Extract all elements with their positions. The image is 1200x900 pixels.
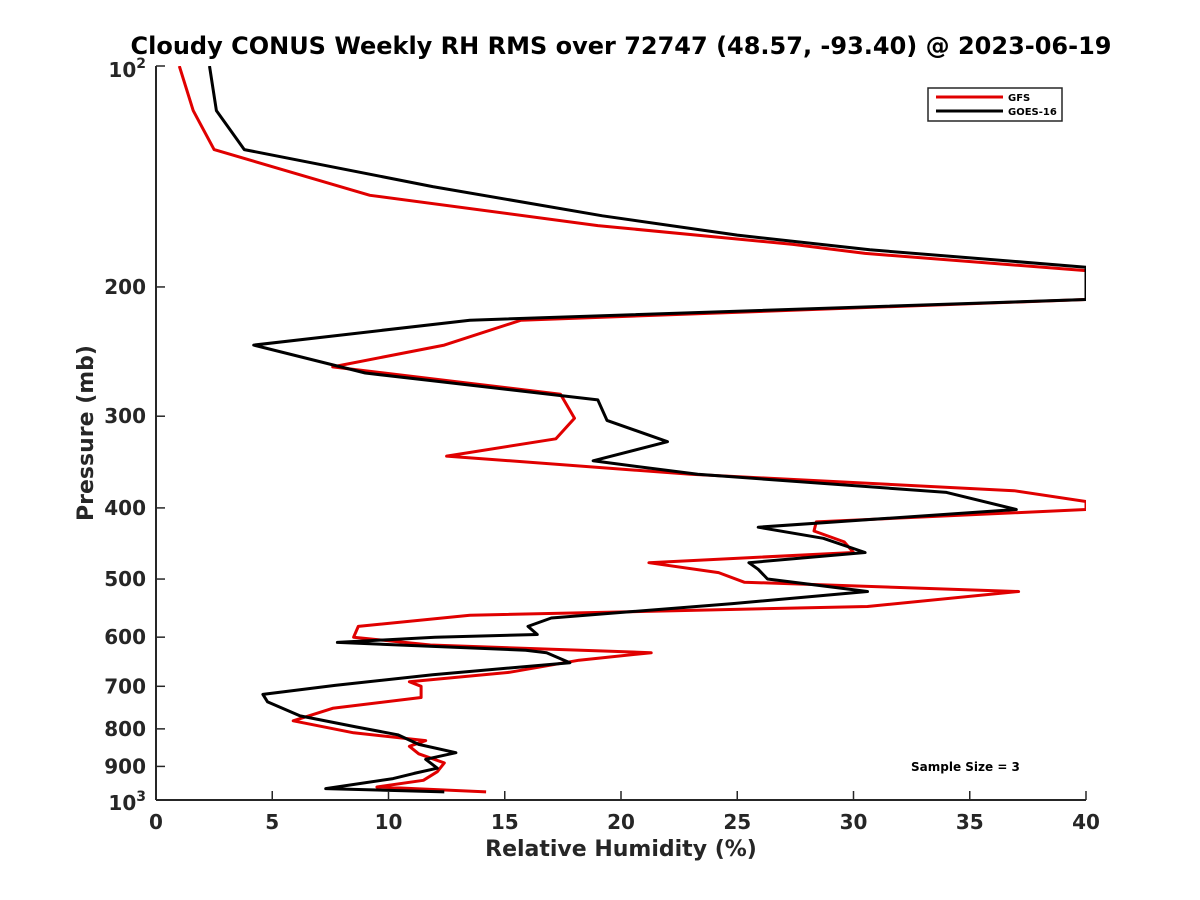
x-tick-label: 25 bbox=[723, 810, 751, 834]
x-tick-label: 10 bbox=[375, 810, 403, 834]
x-tick-label: 20 bbox=[607, 810, 635, 834]
legend-label-gfs: GFS bbox=[1008, 93, 1030, 104]
x-axis-title: Relative Humidity (%) bbox=[485, 837, 757, 862]
x-tick-label: 40 bbox=[1072, 810, 1100, 834]
series-line-goes16 bbox=[208, 66, 1086, 794]
y-tick-label: 800 bbox=[104, 717, 146, 741]
legend: GFS GOES-16 bbox=[927, 87, 1063, 122]
y-tick-label: 700 bbox=[104, 674, 146, 698]
y-tick-label: 400 bbox=[104, 496, 146, 520]
y-top-tick-label: 102 bbox=[108, 56, 146, 82]
series-layer bbox=[177, 66, 1086, 794]
y-tick-label: 500 bbox=[104, 567, 146, 591]
plot-area bbox=[156, 66, 1086, 800]
y-tick-label: 900 bbox=[104, 754, 146, 778]
legend-label-goes16: GOES-16 bbox=[1008, 107, 1057, 118]
y-tick-label: 300 bbox=[104, 404, 146, 428]
legend-box bbox=[927, 87, 1063, 122]
y-bottom-tick-label: 103 bbox=[108, 789, 146, 815]
y-tick-label: 600 bbox=[104, 625, 146, 649]
y-tick-label: 200 bbox=[104, 275, 146, 299]
x-tick-label: 0 bbox=[149, 810, 163, 834]
sample-size-annotation: Sample Size = 3 bbox=[911, 760, 1020, 774]
x-tick-label: 30 bbox=[840, 810, 868, 834]
x-tick-label: 35 bbox=[956, 810, 984, 834]
x-axis-ticks: 0 5 10 15 20 25 30 35 40 bbox=[149, 791, 1100, 834]
y-axis-ticks: 200 300 400 500 600 700 800 900 bbox=[104, 65, 165, 801]
x-tick-label: 5 bbox=[265, 810, 279, 834]
plot-background bbox=[156, 66, 1086, 800]
y-axis-title: Pressure (mb) bbox=[74, 345, 99, 521]
chart-title: Cloudy CONUS Weekly RH RMS over 72747 (4… bbox=[131, 32, 1112, 60]
x-tick-label: 15 bbox=[491, 810, 519, 834]
